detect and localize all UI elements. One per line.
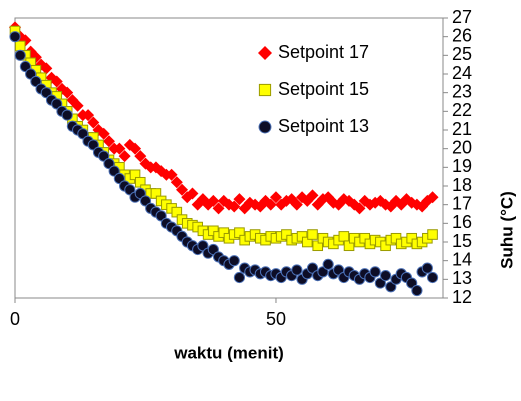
diamond-marker — [71, 99, 84, 112]
plot-frame — [14, 17, 444, 299]
y-tick-label: 13 — [452, 268, 472, 288]
y-tick-label: 20 — [452, 137, 472, 157]
diamond-marker — [264, 198, 277, 211]
circle-marker — [369, 266, 381, 278]
legend-label: Setpoint 13 — [278, 116, 369, 136]
y-tick-label: 26 — [452, 25, 472, 45]
circle-marker — [14, 49, 26, 61]
circle-marker — [258, 120, 272, 134]
square-marker — [258, 83, 272, 97]
y-tick-label: 24 — [452, 63, 472, 83]
x-tick-label: 50 — [266, 309, 286, 329]
diamond-marker — [170, 176, 183, 189]
diamond-marker — [306, 189, 319, 202]
diamond-marker — [228, 200, 241, 213]
y-tick-label: 25 — [452, 44, 472, 64]
diamond-marker — [87, 116, 100, 129]
circle-marker — [426, 271, 439, 284]
diamond-marker — [97, 127, 110, 140]
y-tick-label: 17 — [452, 193, 472, 213]
circle-marker — [291, 264, 303, 276]
diamond-marker — [129, 142, 142, 155]
legend-label: Setpoint 15 — [278, 79, 369, 99]
y-tick-label: 12 — [452, 287, 472, 307]
circle-marker — [9, 31, 21, 43]
x-tick-label: 0 — [10, 309, 20, 329]
diamond-marker — [113, 142, 126, 155]
diamond-marker — [212, 202, 225, 215]
diamond-marker — [134, 150, 147, 163]
diamond-marker — [290, 198, 303, 211]
diamond-marker — [165, 168, 178, 181]
square-marker — [14, 40, 26, 52]
diamond-marker — [118, 150, 131, 163]
x-axis-title: waktu (menit) — [173, 343, 284, 362]
y-tick-label: 16 — [452, 212, 472, 232]
y-axis-title: Suhu (°C) — [497, 191, 516, 269]
square-marker — [307, 229, 318, 240]
circle-marker — [421, 262, 433, 274]
circle-marker — [228, 255, 240, 267]
diamond-marker — [269, 191, 282, 204]
square-marker — [427, 229, 438, 240]
circle-marker — [61, 109, 73, 121]
diamond-marker — [186, 187, 199, 200]
diamond-marker — [353, 202, 366, 215]
y-tick-label: 22 — [452, 100, 472, 120]
y-tick-label: 23 — [452, 81, 472, 101]
circle-marker — [411, 284, 423, 297]
diamond-marker — [102, 135, 115, 148]
legend-label: Setpoint 17 — [278, 42, 369, 62]
y-tick-label: 21 — [452, 119, 472, 139]
y-tick-label: 19 — [452, 156, 472, 176]
diamond-marker — [40, 62, 53, 75]
circle-marker — [233, 271, 246, 284]
y-tick-label: 18 — [452, 175, 472, 195]
diamond-marker — [176, 183, 189, 196]
y-tick-label: 14 — [452, 249, 472, 269]
square-marker — [338, 231, 350, 242]
diamond-marker — [207, 194, 220, 207]
circle-marker — [379, 270, 392, 282]
diamond-marker — [258, 46, 272, 60]
y-tick-label: 27 — [452, 7, 472, 27]
diamond-marker — [82, 109, 95, 122]
circle-marker — [322, 258, 334, 270]
diamond-marker — [50, 75, 63, 88]
y-tick-label: 15 — [452, 231, 472, 251]
diamond-marker — [61, 86, 74, 99]
diamond-marker — [426, 191, 439, 204]
diamond-marker — [233, 193, 246, 206]
